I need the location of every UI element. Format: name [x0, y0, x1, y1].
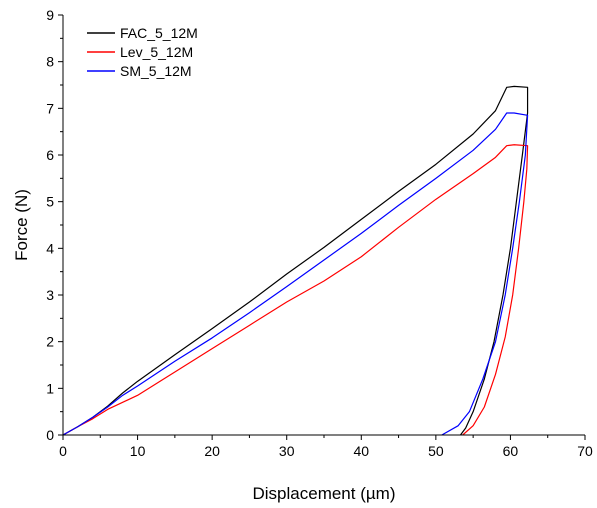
x-tick-label: 40 — [353, 443, 369, 459]
legend-label-fac-5-12m: FAC_5_12M — [120, 25, 198, 41]
series-line-lev-5-12m — [62, 144, 529, 436]
x-tick-label: 30 — [279, 443, 295, 459]
x-axis-title: Displacement (µm) — [253, 484, 396, 503]
x-tick-label: 60 — [503, 443, 519, 459]
series-layer — [62, 85, 529, 436]
y-tick-label: 7 — [46, 100, 54, 116]
legend-label-lev-5-12m: Lev_5_12M — [120, 44, 193, 60]
x-tick-label: 70 — [577, 443, 593, 459]
axes: 0 10 20 30 40 50 60 70 0 1 2 3 4 5 6 7 8 9 — [46, 7, 593, 459]
y-tick-label: 1 — [46, 380, 54, 396]
x-tick-label: 20 — [204, 443, 220, 459]
legend: FAC_5_12M Lev_5_12M SM_5_12M — [87, 25, 198, 79]
plot-area: 0 10 20 30 40 50 60 70 0 1 2 3 4 5 6 7 8 9 FAC_5_12M Lev_5… — [46, 7, 593, 459]
series-line-sm-5-12m — [62, 112, 529, 436]
x-tick-label: 50 — [428, 443, 444, 459]
y-tick-label: 2 — [46, 334, 54, 350]
y-tick-label: 8 — [46, 54, 54, 70]
y-tick-label: 6 — [46, 147, 54, 163]
y-tick-label: 4 — [46, 240, 54, 256]
y-tick-label: 3 — [46, 287, 54, 303]
y-tick-label: 0 — [46, 427, 54, 443]
y-axis-title: Force (N) — [12, 189, 31, 261]
series-line-fac-5-12m — [62, 85, 529, 436]
x-tick-label: 10 — [130, 443, 146, 459]
x-tick-label: 0 — [59, 443, 67, 459]
y-tick-label: 5 — [46, 194, 54, 210]
legend-label-sm-5-12m: SM_5_12M — [120, 63, 192, 79]
y-tick-label: 9 — [46, 7, 54, 23]
